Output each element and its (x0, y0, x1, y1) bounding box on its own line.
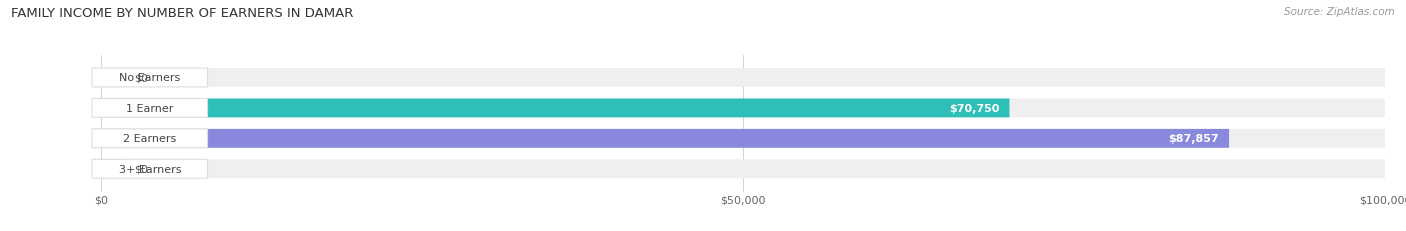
FancyBboxPatch shape (91, 99, 208, 118)
Text: $87,857: $87,857 (1168, 134, 1219, 144)
FancyBboxPatch shape (101, 69, 124, 88)
FancyBboxPatch shape (101, 69, 1385, 88)
FancyBboxPatch shape (101, 99, 1010, 118)
FancyBboxPatch shape (101, 129, 1385, 148)
Text: No Earners: No Earners (120, 73, 180, 83)
Text: 2 Earners: 2 Earners (124, 134, 176, 144)
FancyBboxPatch shape (101, 160, 124, 178)
FancyBboxPatch shape (91, 69, 208, 88)
Text: $0: $0 (135, 164, 149, 174)
Text: $0: $0 (135, 73, 149, 83)
Text: FAMILY INCOME BY NUMBER OF EARNERS IN DAMAR: FAMILY INCOME BY NUMBER OF EARNERS IN DA… (11, 7, 354, 20)
FancyBboxPatch shape (91, 160, 208, 178)
Text: 3+ Earners: 3+ Earners (118, 164, 181, 174)
Text: 1 Earner: 1 Earner (127, 103, 173, 113)
Text: Source: ZipAtlas.com: Source: ZipAtlas.com (1284, 7, 1395, 17)
FancyBboxPatch shape (101, 160, 1385, 178)
FancyBboxPatch shape (101, 99, 1385, 118)
FancyBboxPatch shape (101, 129, 1229, 148)
FancyBboxPatch shape (91, 129, 208, 148)
Text: $70,750: $70,750 (949, 103, 1000, 113)
